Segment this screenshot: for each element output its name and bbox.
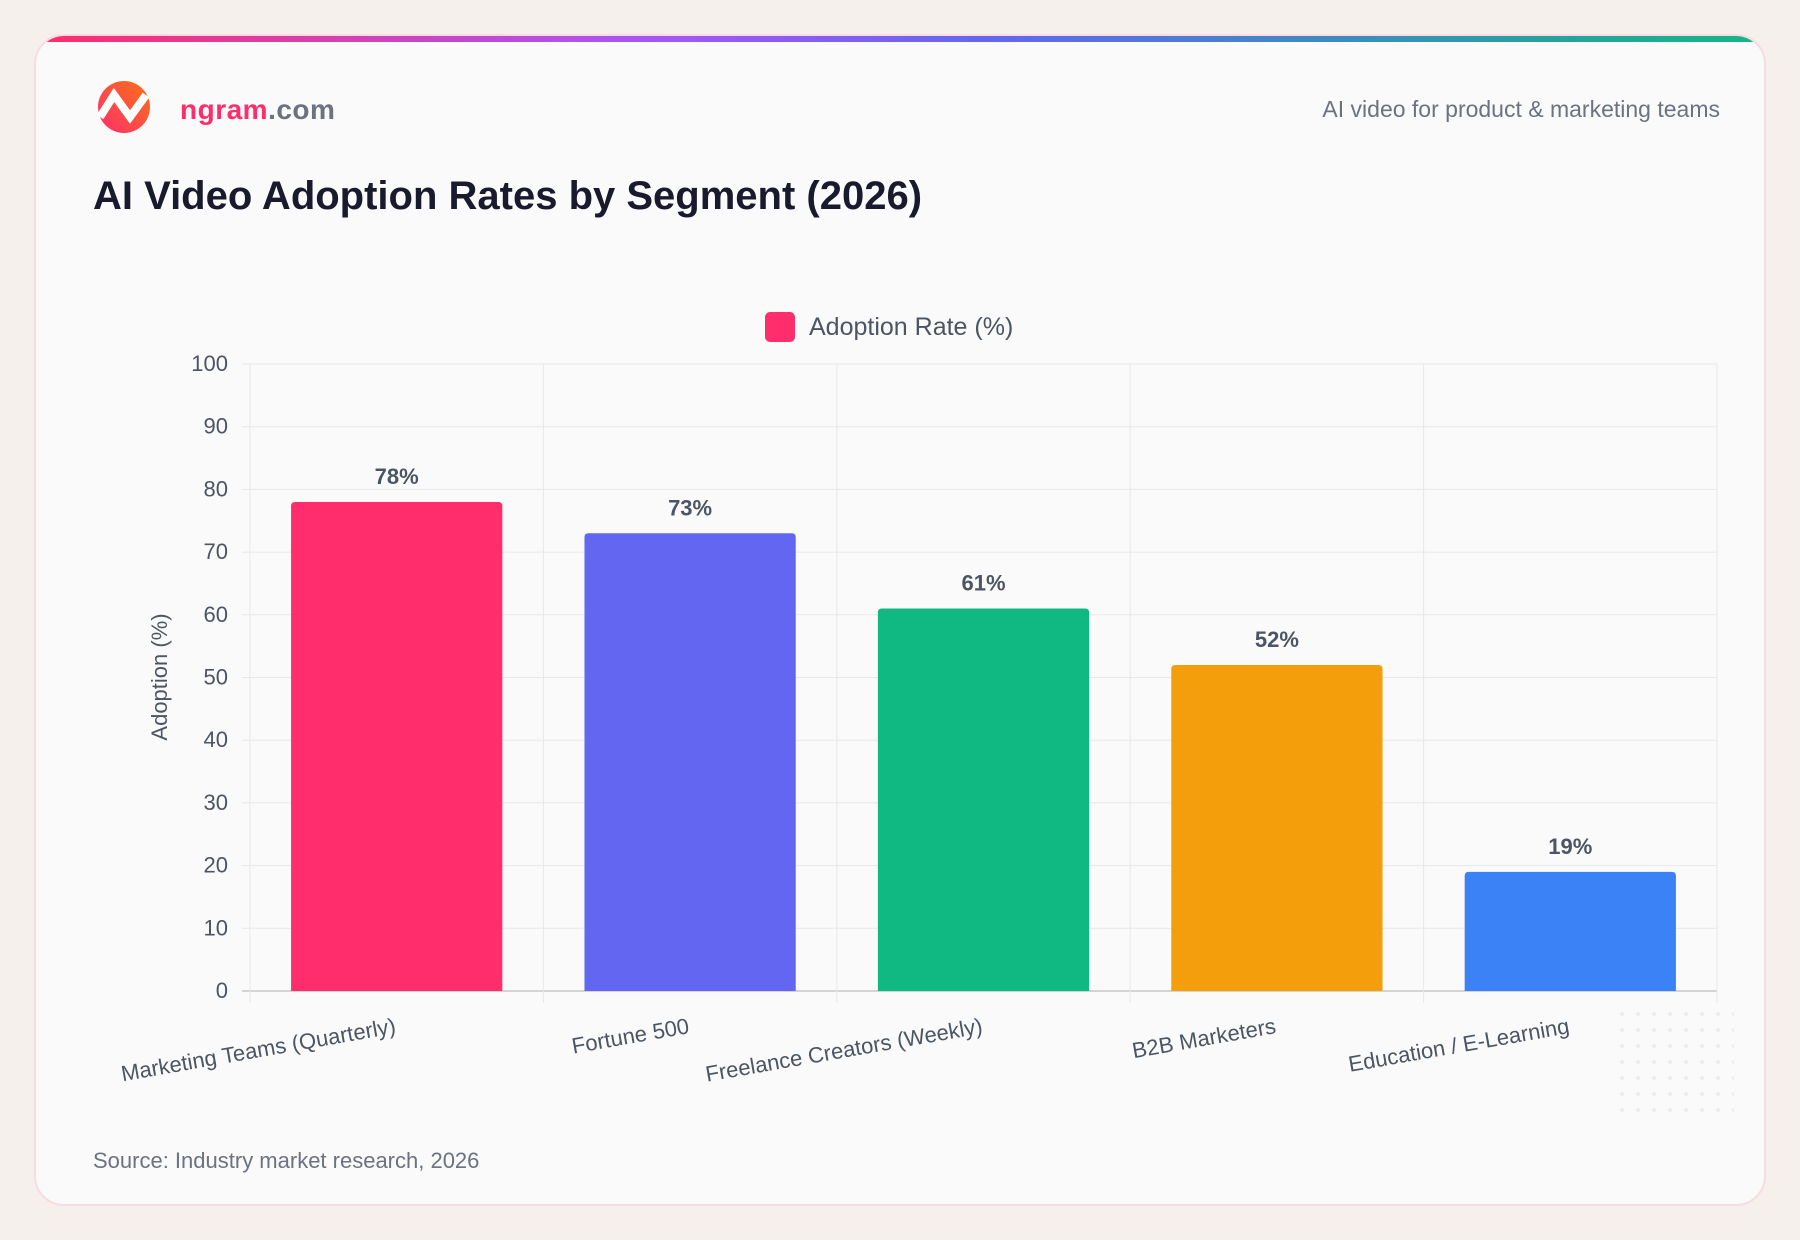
- source-note: Source: Industry market research, 2026: [93, 1148, 480, 1173]
- bar[interactable]: [877, 608, 1090, 991]
- legend-swatch[interactable]: [765, 312, 795, 342]
- y-tick-label: 50: [204, 665, 228, 690]
- y-tick-label: 60: [204, 602, 228, 627]
- data-label: 78%: [375, 464, 419, 489]
- tagline: AI video for product & marketing teams: [1322, 96, 1720, 122]
- y-tick-label: 10: [204, 915, 228, 940]
- gradient-top-border: [36, 36, 1764, 42]
- data-label: 52%: [1255, 627, 1299, 652]
- bar[interactable]: [584, 533, 796, 991]
- legend-label[interactable]: Adoption Rate (%): [809, 313, 1013, 341]
- y-tick-label: 80: [204, 476, 228, 501]
- x-tick-label: B2B Marketers: [1130, 1013, 1278, 1063]
- brand-main: ngram: [180, 94, 269, 125]
- chart-title: AI Video Adoption Rates by Segment (2026…: [93, 174, 923, 218]
- bar[interactable]: [1464, 871, 1676, 991]
- y-tick-label: 70: [204, 539, 228, 564]
- y-tick-label: 30: [204, 790, 228, 815]
- bar[interactable]: [291, 501, 503, 991]
- ngram-logo-icon: [98, 81, 150, 133]
- y-tick-label: 40: [204, 727, 228, 752]
- x-tick-label: Education / E-Learning: [1346, 1013, 1571, 1076]
- y-tick-label: 20: [204, 853, 228, 878]
- bar[interactable]: [1171, 664, 1383, 991]
- x-tick-label: Marketing Teams (Quarterly): [119, 1013, 397, 1086]
- brand-name: ngram.com: [180, 94, 335, 126]
- y-tick-label: 90: [204, 414, 228, 439]
- data-label: 73%: [668, 495, 712, 520]
- bars: 78% Marketing Teams (Quarterly) 73% Fortune…: [119, 464, 1676, 1087]
- y-axis-label: Adoption (%): [147, 613, 172, 740]
- brand-suffix: .com: [268, 94, 336, 125]
- y-tick-label: 0: [216, 978, 228, 1003]
- dot-pattern: [1614, 1006, 1734, 1116]
- data-label: 19%: [1548, 834, 1592, 859]
- x-tick-label: Fortune 500: [570, 1013, 691, 1058]
- x-tick-label: Freelance Creators (Weekly): [703, 1013, 984, 1086]
- data-label: 61%: [961, 571, 1005, 596]
- y-tick-label: 100: [191, 351, 228, 376]
